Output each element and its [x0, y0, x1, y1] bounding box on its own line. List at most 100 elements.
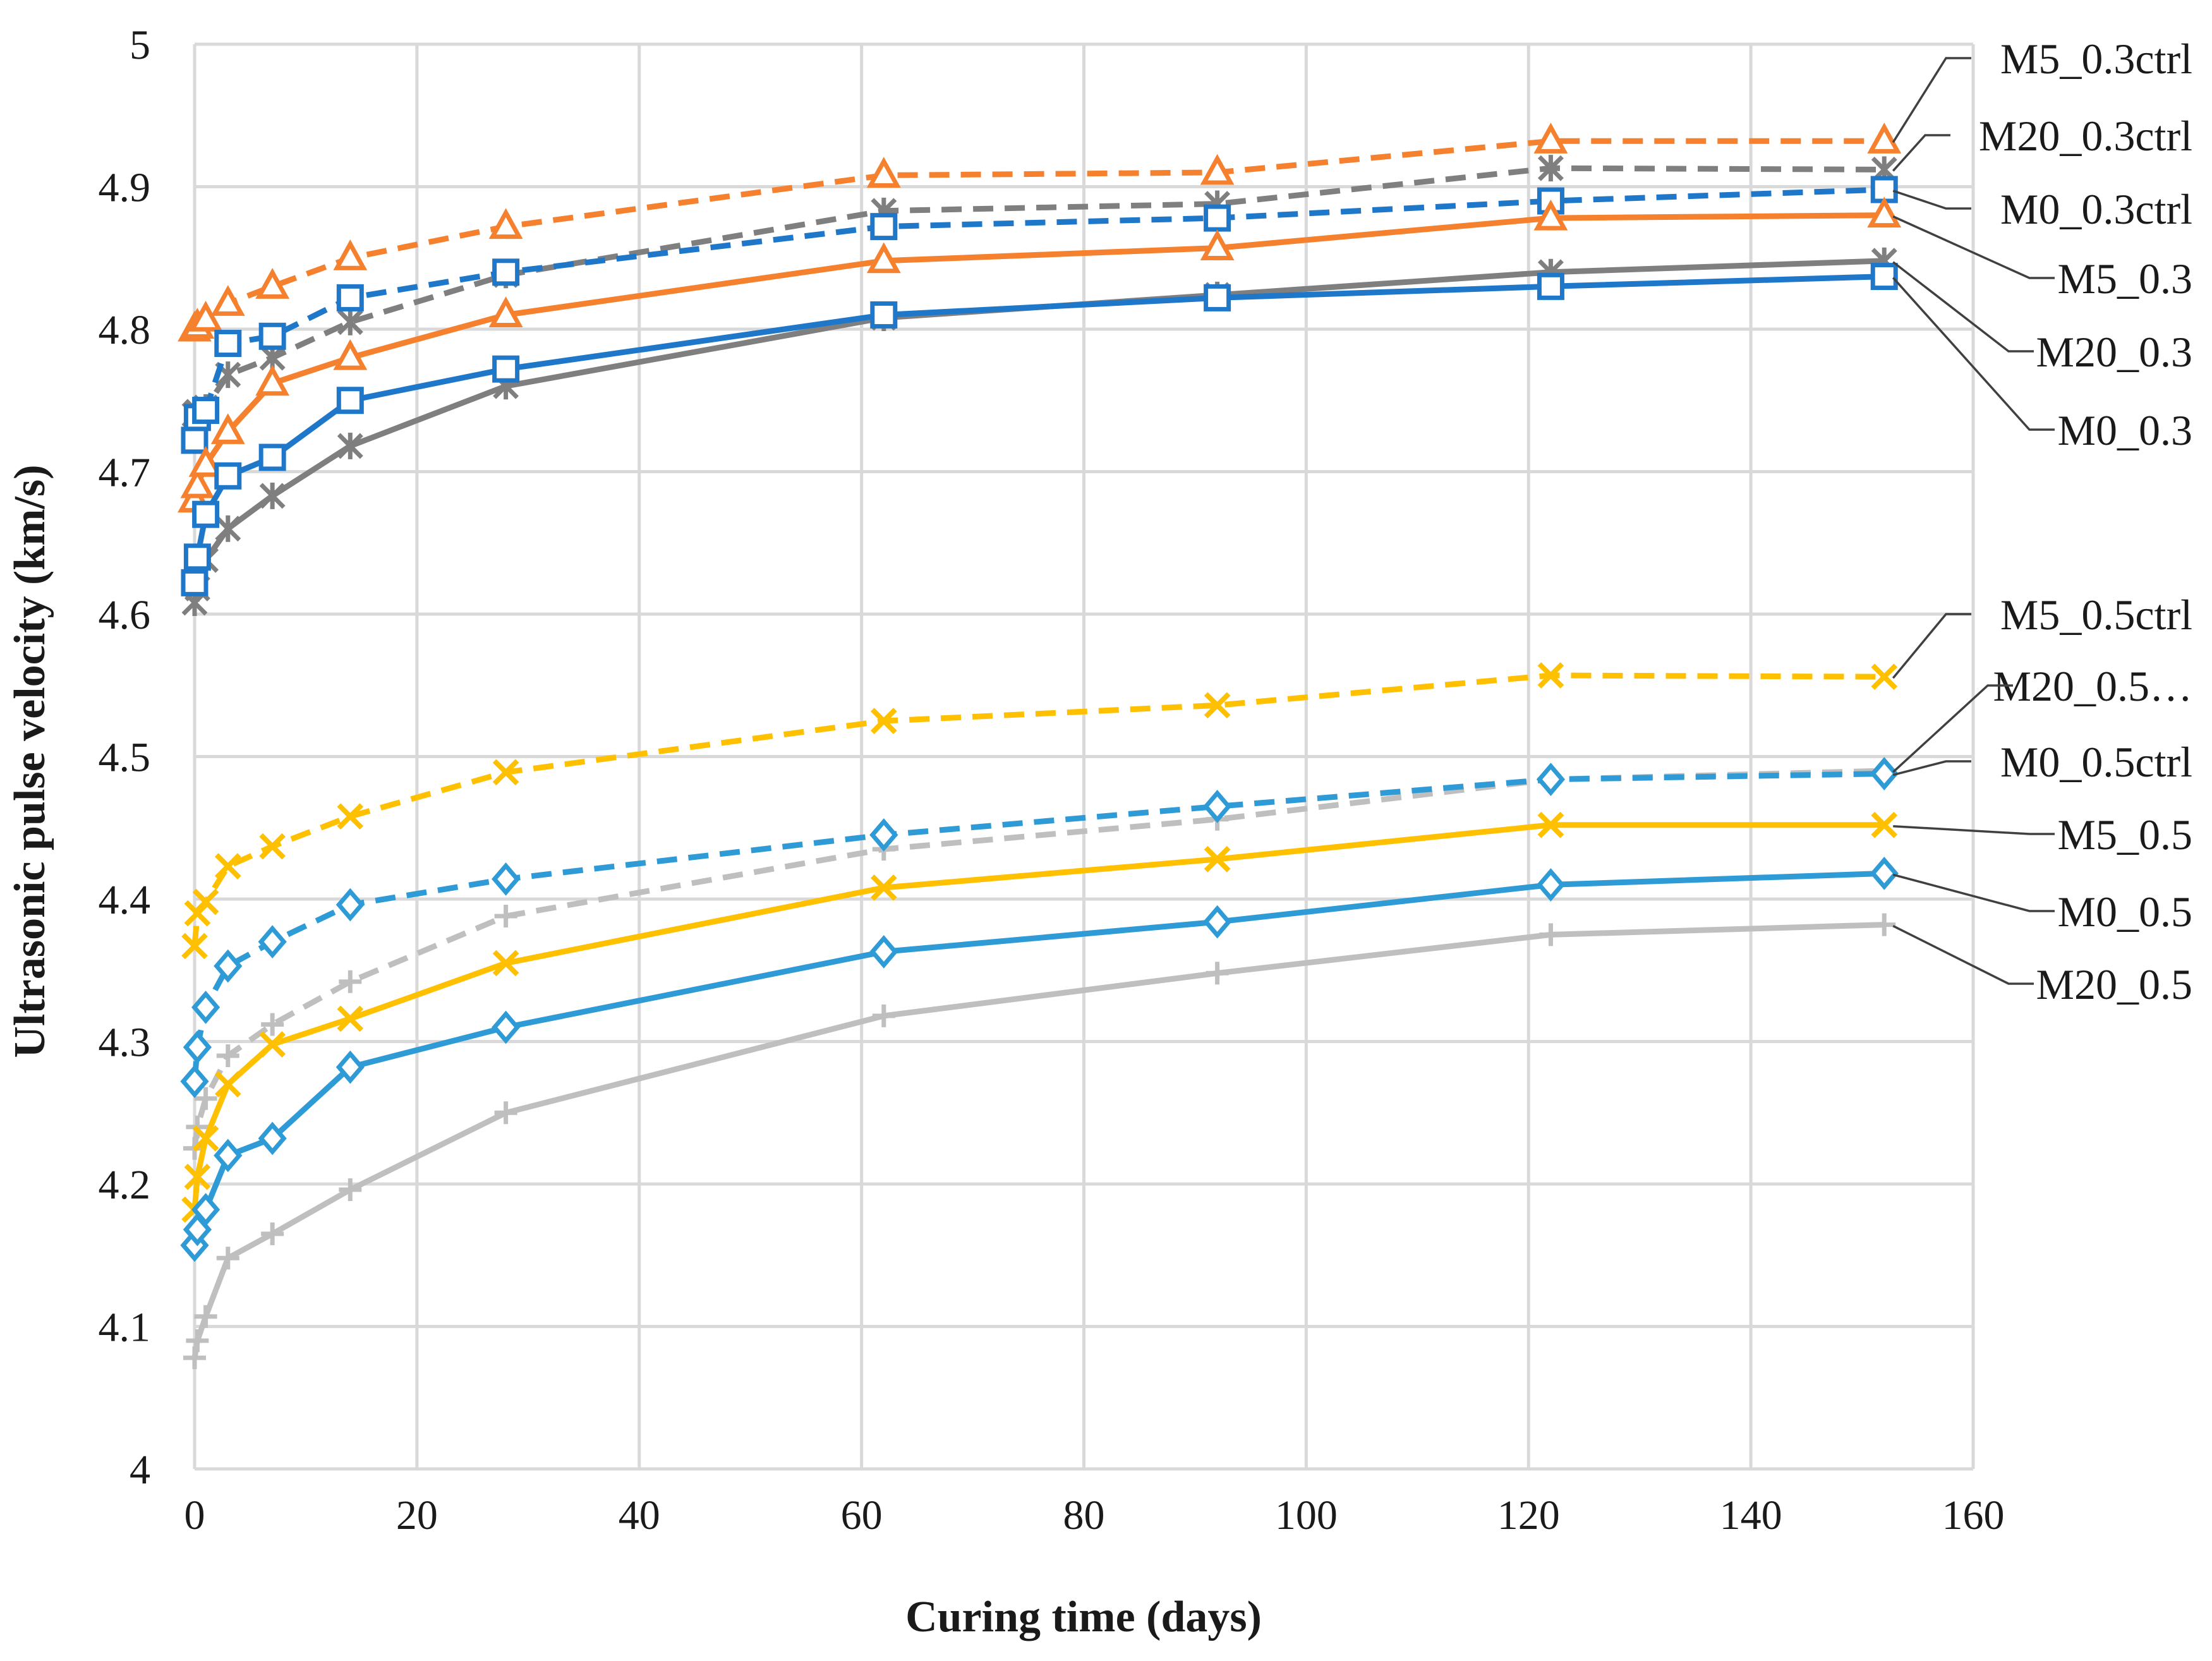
x-tick-label: 60: [841, 1492, 883, 1538]
x-tick-label: 140: [1720, 1492, 1782, 1538]
callout-leader-line: [1892, 684, 2013, 773]
series-callout-label: M5_0.5ctrl: [2000, 591, 2192, 639]
data-point-marker: [255, 365, 290, 396]
data-point-marker: [261, 1222, 284, 1245]
data-point-marker: [192, 888, 219, 915]
callout-leader-line: [1892, 190, 1971, 210]
data-point-marker: [492, 355, 520, 383]
data-point-marker: [258, 925, 287, 959]
y-tick-label: 5: [130, 22, 150, 68]
data-point-marker: [339, 1178, 362, 1202]
data-point-marker: [492, 759, 519, 786]
data-point-marker: [258, 444, 286, 471]
x-tick-label: 40: [619, 1492, 660, 1538]
data-point-marker: [261, 1013, 284, 1036]
data-point-marker: [259, 833, 286, 860]
data-point-marker: [216, 1044, 239, 1068]
series-callout-label: M5_0.3: [2058, 255, 2192, 303]
data-point-marker: [333, 339, 368, 370]
series-callout-label: M0_0.3: [2058, 406, 2192, 454]
data-point-marker: [492, 950, 519, 977]
x-tick-label: 80: [1063, 1492, 1105, 1538]
data-point-marker: [494, 1101, 517, 1125]
data-point-marker: [335, 888, 365, 922]
data-point-marker: [1204, 846, 1231, 873]
series-callout-label: M20_0.5…: [1993, 662, 2192, 710]
callout-leader-line: [1892, 134, 1950, 172]
data-point-marker: [1204, 204, 1231, 232]
x-tick-label: 0: [184, 1492, 205, 1538]
series-M0_0.5: [180, 857, 1899, 1262]
x-tick-label: 100: [1275, 1492, 1338, 1538]
series-callout-label: M5_0.5: [2058, 811, 2192, 859]
data-point-marker: [337, 803, 364, 830]
data-point-marker: [183, 1030, 212, 1064]
data-point-marker: [258, 1121, 287, 1156]
series-callout-label: M20_0.3: [2036, 328, 2192, 376]
data-point-marker: [1533, 123, 1568, 154]
data-point-marker: [1870, 757, 1899, 790]
data-point-marker: [181, 569, 209, 596]
data-point-marker: [192, 500, 220, 528]
data-point-marker: [1200, 229, 1235, 260]
data-point-marker: [336, 284, 364, 311]
data-point-marker: [872, 1004, 895, 1027]
data-point-marker: [869, 818, 898, 852]
data-point-marker: [214, 1071, 241, 1097]
series-M0_0.3ctrl: [181, 176, 1898, 454]
data-point-marker: [191, 991, 221, 1024]
series-callout-label: M20_0.5: [2036, 960, 2192, 1008]
gridlines: [193, 42, 1975, 1471]
series-M5_0.3: [178, 196, 1902, 513]
data-point-marker: [183, 543, 211, 571]
y-tick-label: 4: [130, 1447, 150, 1493]
data-point-marker: [214, 853, 241, 879]
data-point-marker: [866, 157, 901, 188]
x-tick-label: 20: [396, 1492, 438, 1538]
data-point-marker: [184, 1163, 211, 1190]
data-point-marker: [192, 397, 220, 425]
data-point-marker: [337, 308, 363, 335]
callout-leader-line: [1892, 613, 1971, 679]
data-point-marker: [210, 285, 245, 316]
data-point-marker: [214, 949, 243, 983]
data-point-marker: [488, 208, 523, 239]
data-point-marker: [183, 1346, 206, 1370]
series-M5_0.3ctrl: [178, 123, 1902, 342]
callout-leader-line: [1892, 925, 2034, 985]
y-tick-label: 4.8: [99, 307, 151, 353]
callout-leader-line: [1893, 824, 2055, 835]
data-point-marker: [333, 239, 368, 270]
series-line: [191, 768, 1885, 1149]
data-point-marker: [1870, 263, 1898, 291]
data-point-marker: [181, 426, 209, 454]
data-point-marker: [188, 300, 223, 332]
callout-leader-line: [1892, 760, 1971, 776]
data-point-marker: [866, 242, 901, 274]
callout-leader-line: [1892, 215, 2055, 279]
data-point-marker: [1537, 155, 1564, 182]
y-tick-label: 4.6: [99, 592, 151, 638]
series-callout-label: M0_0.5: [2058, 888, 2192, 936]
data-point-marker: [259, 482, 286, 509]
y-tick-label: 4.2: [99, 1162, 151, 1208]
data-point-marker: [191, 1193, 221, 1226]
x-tick-label: 120: [1497, 1492, 1560, 1538]
legend-callouts: M5_0.3ctrl M20_0.3ctrl M0_0.3ctrl M5_0.3 M20…: [1892, 35, 2192, 1008]
data-point-marker: [1536, 763, 1566, 796]
data-point-marker: [1873, 913, 1896, 936]
series-M0_0.5ctrl: [180, 757, 1899, 1099]
data-point-marker: [488, 296, 523, 327]
data-point-marker: [1537, 811, 1564, 838]
data-point-marker: [492, 258, 520, 286]
data-point-marker: [1204, 284, 1231, 311]
data-point-marker: [870, 301, 898, 329]
callout-leader-line: [1892, 57, 1971, 143]
data-point-marker: [1867, 196, 1902, 228]
data-point-marker: [335, 1050, 365, 1084]
data-point-marker: [1536, 868, 1566, 902]
data-point-marker: [1539, 923, 1562, 946]
series-callout-label: M0_0.5ctrl: [2000, 738, 2192, 786]
